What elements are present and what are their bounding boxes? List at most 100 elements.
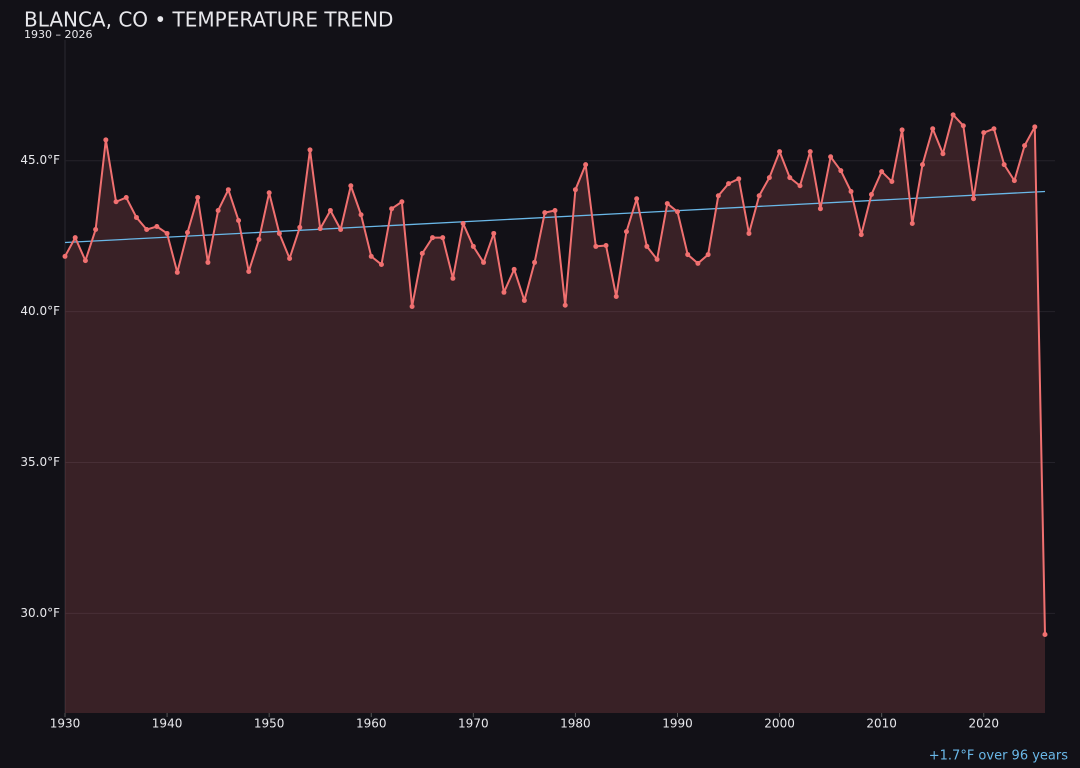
point	[266, 190, 272, 196]
point	[246, 268, 252, 274]
point	[501, 289, 507, 295]
point	[440, 235, 446, 241]
point	[93, 227, 99, 233]
point	[185, 230, 190, 236]
point	[348, 183, 354, 189]
point	[726, 181, 732, 187]
point	[460, 220, 466, 226]
y-tick-label: 45.0°F	[20, 153, 60, 167]
x-tick-label: 1940	[152, 717, 183, 731]
point	[338, 227, 344, 233]
point	[715, 193, 721, 199]
x-tick-label: 2010	[866, 717, 897, 731]
point	[378, 262, 384, 268]
point	[225, 187, 231, 193]
point	[991, 126, 997, 132]
point	[685, 252, 691, 258]
point	[981, 130, 987, 136]
point	[205, 259, 211, 265]
point	[307, 147, 313, 153]
point	[940, 151, 946, 157]
point	[889, 179, 895, 185]
x-tick-label: 1990	[662, 717, 693, 731]
point	[419, 250, 425, 256]
point	[82, 258, 88, 264]
point	[797, 183, 803, 189]
point	[828, 154, 834, 160]
point	[399, 199, 405, 205]
point	[368, 253, 374, 259]
point	[317, 226, 323, 232]
point	[154, 224, 160, 230]
point	[675, 209, 680, 215]
point	[430, 235, 435, 241]
point	[777, 149, 783, 155]
point	[950, 112, 956, 118]
point	[358, 212, 364, 218]
point	[593, 243, 599, 249]
point	[236, 217, 242, 223]
point	[1042, 632, 1048, 638]
point	[174, 269, 180, 275]
point	[858, 232, 864, 238]
point	[960, 123, 966, 129]
point	[583, 162, 589, 168]
point	[623, 229, 629, 235]
point	[879, 169, 885, 175]
point	[450, 275, 456, 281]
point	[848, 189, 854, 195]
point	[103, 137, 109, 143]
point	[1022, 143, 1028, 149]
point	[613, 294, 619, 300]
x-tick-label: 2000	[764, 717, 795, 731]
point	[1011, 178, 1017, 184]
point	[195, 195, 201, 201]
area	[65, 114, 1045, 713]
point	[133, 214, 139, 220]
point	[144, 227, 150, 233]
point	[215, 208, 221, 214]
point	[1032, 124, 1038, 130]
point	[62, 253, 68, 259]
y-tick-label: 35.0°F	[20, 455, 60, 469]
point	[787, 175, 793, 181]
y-tick-label: 30.0°F	[20, 606, 60, 620]
point	[470, 243, 476, 249]
point	[1001, 162, 1007, 168]
point	[807, 149, 813, 155]
point	[164, 230, 170, 236]
point	[123, 195, 129, 201]
point	[572, 187, 578, 193]
point	[297, 224, 303, 230]
point	[736, 176, 742, 182]
point	[521, 297, 527, 303]
point	[491, 230, 497, 236]
point	[766, 175, 772, 181]
point	[113, 199, 119, 205]
chart-title: BLANCA, CO • TEMPERATURE TREND	[24, 8, 393, 32]
point	[603, 243, 609, 249]
point	[552, 208, 558, 214]
point	[899, 127, 905, 133]
point	[276, 230, 282, 236]
chart-subtitle: 1930 – 2026	[24, 28, 92, 41]
point	[746, 230, 752, 236]
point	[930, 126, 936, 132]
point	[542, 210, 548, 216]
point	[695, 260, 701, 266]
x-tick-label: 1960	[356, 717, 387, 731]
point	[654, 256, 660, 262]
point	[327, 208, 333, 214]
point	[971, 196, 977, 202]
point	[920, 162, 925, 168]
point	[838, 168, 844, 174]
point	[72, 235, 78, 241]
x-tick-label: 1980	[560, 717, 591, 731]
x-tick-label: 1950	[254, 717, 285, 731]
point	[409, 303, 415, 309]
point	[287, 255, 293, 261]
x-tick-label: 1930	[50, 717, 81, 731]
point	[532, 259, 538, 265]
